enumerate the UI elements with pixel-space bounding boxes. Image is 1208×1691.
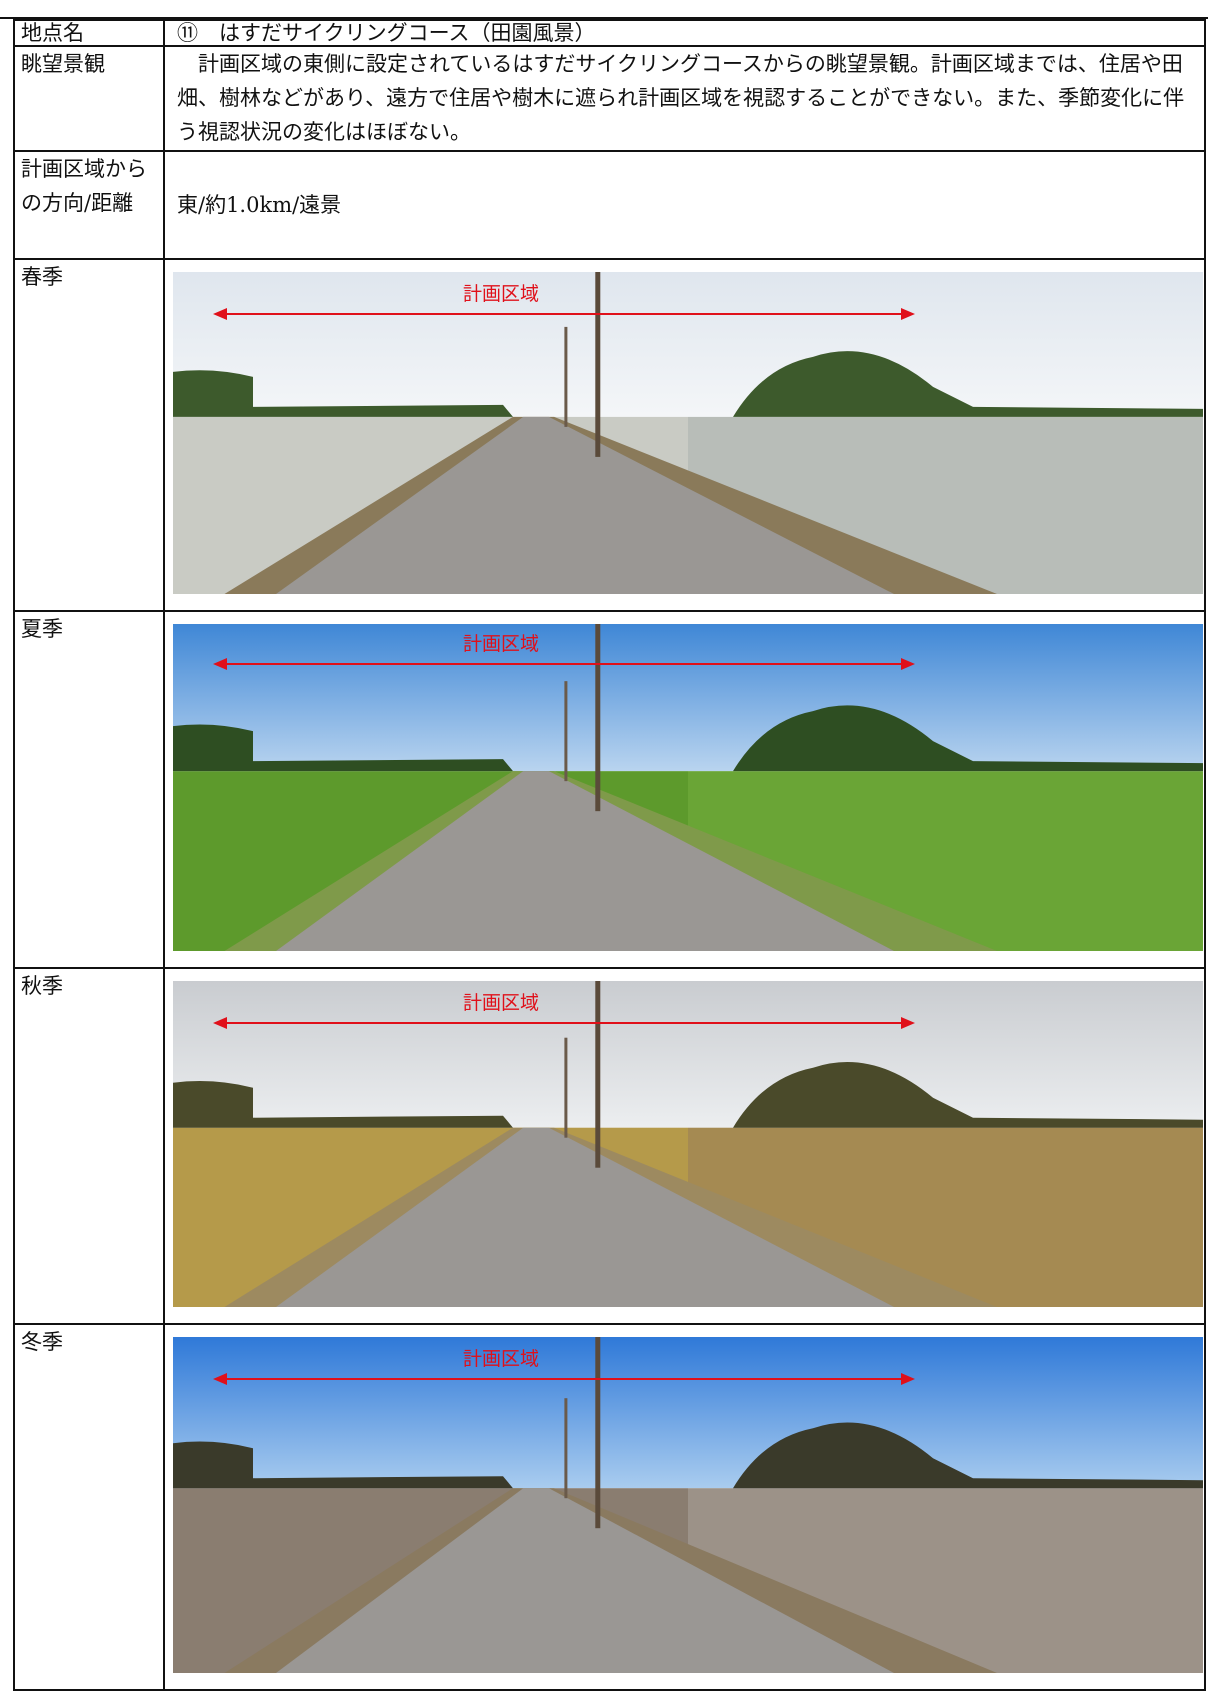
- arrow-head: [901, 1373, 915, 1385]
- cell-photo: 計画区域: [163, 610, 1206, 969]
- cell-text: 東/約1.0km/遠景: [163, 150, 1206, 260]
- treeline: [173, 370, 513, 417]
- road: [276, 771, 894, 951]
- photo-row: 夏季 計画区域: [13, 610, 1206, 969]
- annotation: 計画区域: [463, 633, 539, 655]
- road: [276, 416, 894, 594]
- cell-photo: 計画区域: [163, 1323, 1206, 1691]
- landscape-photo: 計画区域: [173, 624, 1203, 951]
- cell-photo: 計画区域: [163, 967, 1206, 1325]
- road: [276, 1127, 894, 1307]
- photo-row: 冬季 計画区域: [13, 1323, 1206, 1691]
- survey-table: 地点名 ⑪ はすだサイクリングコース（田園風景） 眺望景観 計画区域の東側に設定…: [13, 19, 1206, 1691]
- treeline: [173, 1441, 513, 1489]
- utility-pole: [564, 681, 568, 782]
- arrow-head: [901, 1017, 915, 1029]
- landscape-photo: 計画区域: [173, 981, 1203, 1307]
- sky: [173, 272, 1203, 417]
- arrow-head: [901, 658, 915, 670]
- cell-label: 春季: [13, 258, 165, 612]
- landscape-photo: 計画区域: [173, 272, 1203, 594]
- landscape-photo: 計画区域: [173, 1337, 1203, 1673]
- photo-row: 春季 計画区域: [13, 258, 1206, 612]
- woods: [733, 1061, 1203, 1128]
- annotation: 計画区域: [463, 283, 539, 305]
- cell-label: 夏季: [13, 610, 165, 969]
- sky: [173, 1337, 1203, 1489]
- cell-label: 冬季: [13, 1323, 165, 1691]
- utility-pole: [595, 624, 601, 812]
- cell-photo: 計画区域: [163, 258, 1206, 612]
- utility-pole: [595, 981, 601, 1168]
- row: 眺望景観 計画区域の東側に設定されているはすだサイクリングコースからの眺望景観。…: [13, 45, 1206, 152]
- cell-label: 秋季: [13, 967, 165, 1325]
- woods: [733, 705, 1203, 772]
- row: 地点名 ⑪ はすだサイクリングコース（田園風景）: [13, 19, 1206, 47]
- cell-text: ⑪ はすだサイクリングコース（田園風景）: [163, 19, 1206, 47]
- arrow-head: [901, 308, 915, 320]
- cell-label: 地点名: [13, 19, 165, 47]
- woods: [733, 351, 1203, 417]
- arrow-head: [213, 1373, 227, 1385]
- utility-pole: [595, 272, 601, 457]
- utility-pole: [595, 1337, 601, 1529]
- cell-text: 計画区域の東側に設定されているはすだサイクリングコースからの眺望景観。計画区域ま…: [163, 45, 1206, 152]
- annotation: 計画区域: [463, 992, 539, 1014]
- table-body: 地点名 ⑪ はすだサイクリングコース（田園風景） 眺望景観 計画区域の東側に設定…: [13, 19, 1206, 1691]
- utility-pole: [564, 1398, 568, 1499]
- woods: [733, 1422, 1203, 1489]
- arrow-head: [213, 658, 227, 670]
- cell-label: 眺望景観: [13, 45, 165, 152]
- cell-label: 計画区域からの方向/距離: [13, 150, 165, 260]
- road: [276, 1488, 894, 1673]
- row: 計画区域からの方向/距離 東/約1.0km/遠景: [13, 150, 1206, 260]
- document: 地点名 ⑪ はすだサイクリングコース（田園風景） 眺望景観 計画区域の東側に設定…: [13, 19, 1206, 1691]
- arrow-head: [213, 308, 227, 320]
- treeline: [173, 1081, 513, 1128]
- utility-pole: [564, 1037, 568, 1138]
- header-strip: [0, 0, 1208, 19]
- annotation: 計画区域: [463, 1348, 539, 1370]
- treeline: [173, 724, 513, 772]
- sky: [173, 624, 1203, 772]
- sky: [173, 981, 1203, 1128]
- arrow-head: [213, 1017, 227, 1029]
- utility-pole: [564, 326, 568, 427]
- photo-row: 秋季 計画区域: [13, 967, 1206, 1325]
